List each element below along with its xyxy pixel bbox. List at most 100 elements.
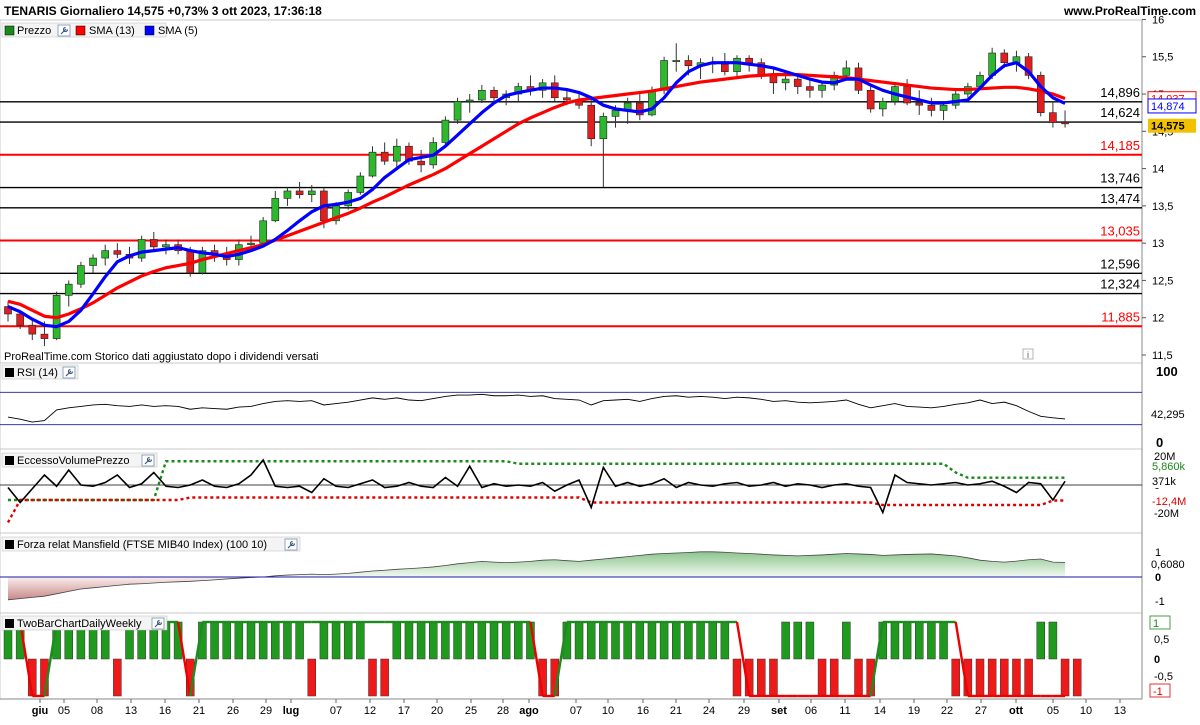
twobar-badge-up: 1 — [1153, 618, 1159, 630]
twobar-bar — [319, 621, 329, 660]
twobar-bar — [489, 621, 499, 660]
wrench-icon[interactable] — [62, 366, 76, 379]
candle-body — [392, 145, 401, 162]
twobar-bar — [246, 621, 256, 660]
panel-frame — [0, 19, 1143, 364]
twobar-legend: TwoBarChartDailyWeekly — [1, 615, 168, 631]
x-tick-label: 08 — [91, 705, 103, 717]
twobar-bar — [684, 621, 693, 660]
twobar-bar — [829, 658, 839, 697]
twobar-line-segment — [735, 621, 751, 697]
twobar-bar — [392, 621, 402, 660]
x-tick-label: 20 — [431, 705, 443, 717]
evp-badge: 371k — [1152, 476, 1176, 488]
twobar-bar — [368, 658, 377, 697]
svg-text:i: i — [1027, 350, 1029, 360]
candle-body — [89, 257, 97, 266]
site-link[interactable]: www.ProRealTime.com — [1063, 4, 1196, 18]
twobar-bar — [1024, 658, 1033, 697]
twobar-bar — [915, 621, 924, 660]
candle-body — [611, 110, 620, 117]
mansfield-tick-label: 0 — [1155, 572, 1161, 584]
twobar-bar — [307, 658, 316, 697]
x-tick-label: 06 — [805, 705, 817, 717]
rsi-tick-label: 0 — [1156, 435, 1163, 450]
twobar-bar — [623, 621, 632, 660]
wrench-icon[interactable] — [141, 454, 155, 467]
twobar-bar — [793, 621, 802, 660]
candle-body — [781, 78, 790, 84]
wrench-icon[interactable] — [57, 24, 71, 37]
last-price-badge: 14,575 — [1151, 121, 1185, 133]
twobar-bar — [416, 621, 426, 660]
wrench-icon[interactable] — [284, 538, 298, 551]
legend-sma5: SMA (5) — [158, 25, 198, 37]
candle-body — [818, 84, 826, 91]
twobar-bar — [720, 621, 730, 660]
twobar-line-segment — [189, 621, 204, 697]
candle-body — [307, 190, 316, 195]
twobar-line-segment — [18, 621, 34, 697]
candle-body — [101, 250, 109, 259]
candle-body — [64, 283, 73, 296]
wrench-icon[interactable] — [151, 617, 165, 630]
x-tick-label: 12 — [364, 705, 376, 717]
x-tick-label: 26 — [227, 705, 239, 717]
candle-body — [490, 89, 498, 99]
candle-body — [150, 239, 158, 248]
x-tick-label: 29 — [738, 705, 750, 717]
price-tick-label: 12,5 — [1152, 275, 1173, 287]
x-tick-label: set — [771, 705, 787, 717]
sma5-badge: 14,874 — [1151, 101, 1185, 113]
mansfield-label: Forza relat Mansfield (FTSE MIB40 Index)… — [17, 539, 267, 551]
info-icon[interactable]: i — [1022, 348, 1034, 360]
twobar-bar — [1060, 658, 1070, 697]
x-tick-label: ott — [1009, 705, 1023, 717]
x-tick-label: 10 — [1080, 705, 1092, 717]
twobar-line-segment — [954, 621, 970, 697]
x-tick-label: 05 — [1047, 705, 1059, 717]
candle-body — [769, 75, 778, 84]
x-tick-label: 16 — [159, 705, 171, 717]
price-tick-label: 15,5 — [1152, 52, 1173, 64]
twobar-bar — [441, 621, 450, 660]
mansfield-tick-label: 1 — [1155, 547, 1161, 559]
twobar-bar — [453, 621, 462, 660]
twobar-bar — [514, 621, 523, 660]
candle-body — [28, 324, 37, 335]
x-tick-label: 05 — [58, 705, 70, 717]
twobar-bar — [708, 621, 717, 660]
price-legend: Prezzo SMA (13) SMA (5) — [1, 22, 198, 38]
level-label: 13,474 — [1100, 191, 1140, 206]
twobar-bar — [927, 621, 936, 660]
candle-body — [16, 313, 24, 326]
candle-body — [344, 192, 353, 207]
twobar-bar — [732, 658, 742, 697]
candle-body — [368, 151, 377, 177]
mansfield-legend: Forza relat Mansfield (FTSE MIB40 Index)… — [1, 536, 301, 552]
twobar-bar — [113, 658, 122, 697]
candle-body — [915, 102, 924, 106]
twobar-bar — [659, 621, 669, 660]
twobar-bar — [635, 621, 645, 660]
candle-body — [283, 190, 292, 199]
candle-body — [550, 82, 559, 99]
candle-body — [1000, 52, 1009, 64]
twobar-bar — [854, 658, 863, 697]
price-footer: ProRealTime.com Storico dati aggiustato … — [4, 351, 318, 363]
x-tick-label: ago — [519, 705, 539, 717]
candle-body — [939, 104, 948, 111]
sma5-swatch — [144, 25, 155, 36]
twobar-badge-bg — [1149, 683, 1171, 698]
x-tick-label: 14 — [874, 705, 886, 717]
twobar-bar — [429, 621, 438, 660]
x-tick-label: 11 — [839, 705, 850, 717]
mansfield-negative-area — [8, 577, 1066, 600]
x-tick-label: 19 — [908, 705, 920, 717]
x-tick-label: 07 — [330, 705, 342, 717]
level-label: 14,896 — [1100, 85, 1140, 100]
level-label: 12,596 — [1100, 256, 1140, 271]
candle-body — [866, 89, 875, 110]
evp-badge-bg — [1150, 475, 1194, 488]
